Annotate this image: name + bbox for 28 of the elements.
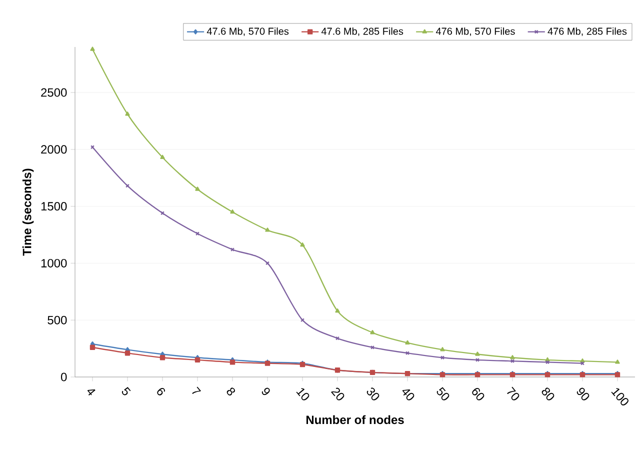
x-tick-label: 90	[576, 388, 590, 400]
x-tick-label: 9	[262, 388, 270, 396]
legend-label: 47.6 Mb, 285 Files	[321, 27, 404, 36]
x-tick-label: 30	[366, 388, 380, 400]
x-tick-label: 5	[122, 387, 131, 396]
y-axis-title: Time (seconds)	[22, 168, 34, 256]
x-tick-label: 40	[402, 389, 414, 400]
x-tick-label: 60	[472, 388, 484, 400]
y-tick-label: 2500	[41, 88, 67, 97]
x-tick-label: 6	[157, 388, 166, 396]
y-tick-label: 1500	[41, 202, 67, 211]
legend-label: 47.6 Mb, 570 Files	[206, 27, 289, 36]
x-tick-label: 100	[611, 388, 628, 406]
legend-label: 476 Mb, 285 Files	[548, 27, 627, 36]
y-tick-label: 0	[61, 372, 67, 382]
x-tick-label: 7	[192, 386, 201, 394]
x-tick-label: 70	[507, 386, 520, 400]
x-tick-label: 20	[331, 388, 344, 400]
x-axis-title: Number of nodes	[306, 415, 404, 424]
y-tick-label: 1000	[41, 258, 67, 268]
x-tick-label: 4	[87, 389, 96, 396]
x-tick-label: 80	[542, 388, 554, 400]
x-tick-label: 10	[296, 388, 310, 400]
y-tick-label: 2000	[41, 145, 67, 154]
legend-label: 476 Mb, 570 Files	[436, 27, 515, 36]
x-tick-label: 50	[436, 387, 450, 400]
y-tick-label: 500	[48, 316, 67, 324]
x-tick-label: 8	[226, 388, 235, 396]
